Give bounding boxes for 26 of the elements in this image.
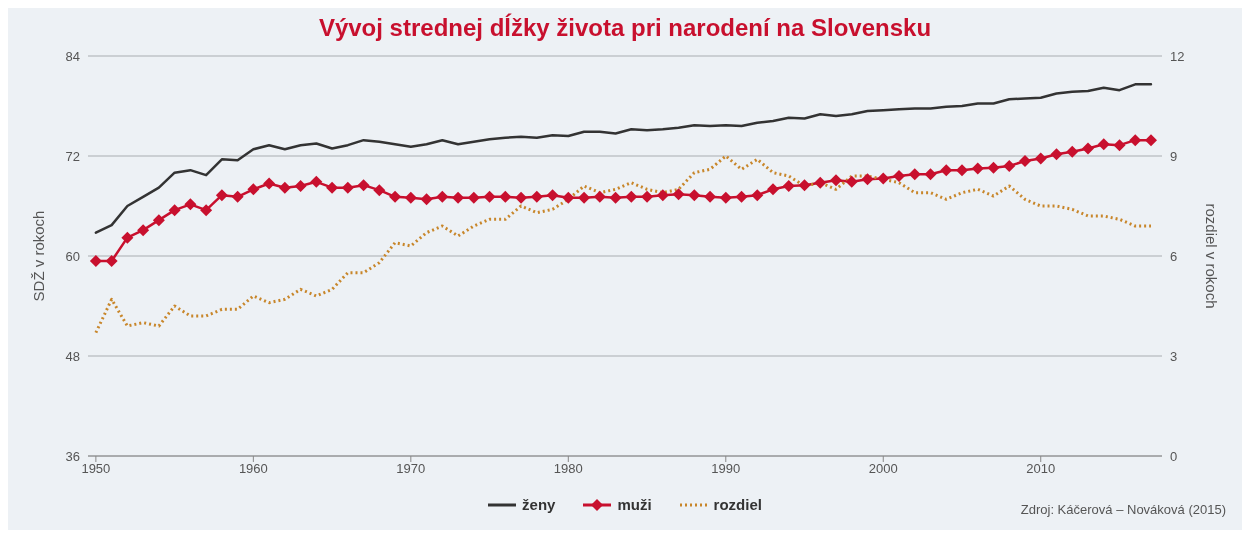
legend-label: ženy (521, 496, 556, 513)
y2-tick-label: 0 (1170, 448, 1178, 464)
y2-tick-label: 6 (1170, 248, 1178, 264)
y2-axis-title: rozdiel v rokoch (1202, 203, 1220, 309)
line-series (94, 154, 1153, 335)
line-series (94, 83, 1153, 234)
x-tick-label: 1980 (553, 461, 583, 477)
x-tick-label: 1970 (396, 461, 426, 477)
x-tick-label: 1950 (81, 461, 111, 477)
y-axis-title: SDŽ v rokoch (30, 210, 48, 302)
y2-tick-label: 12 (1170, 48, 1185, 64)
legend-label: rozdiel (712, 496, 762, 513)
chart-title: Vývoj strednej dĺžky života pri narodení na Slovensku (317, 12, 933, 43)
x-tick-label: 1990 (711, 461, 741, 477)
y-tick-label: 60 (65, 248, 80, 264)
text: Zdroj: Káčerová – Nováková (2015) (1020, 502, 1226, 517)
x-tick-label: 2010 (1026, 461, 1056, 477)
y-tick-label: 72 (65, 148, 80, 164)
x-tick-label: 2000 (868, 461, 898, 477)
y-tick-label: 36 (65, 448, 80, 464)
y2-tick-label: 3 (1170, 348, 1178, 364)
y2-tick-label: 9 (1170, 148, 1178, 164)
x-tick-label: 1960 (238, 461, 268, 477)
legend-label: muži (616, 496, 652, 513)
y-tick-label: 84 (65, 48, 80, 64)
y-tick-label: 48 (65, 348, 80, 364)
